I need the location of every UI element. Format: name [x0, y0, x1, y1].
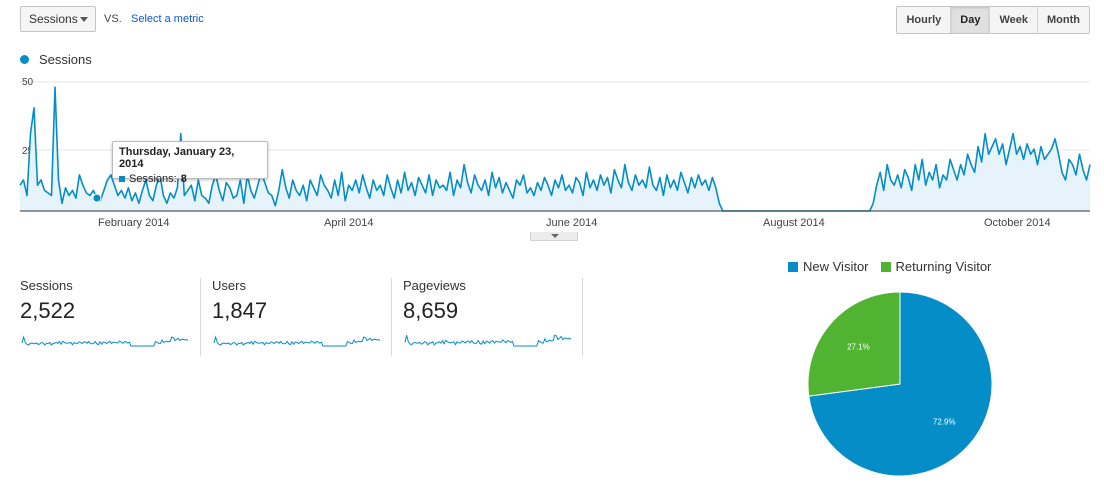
scorecard-label: Sessions [20, 278, 73, 293]
scorecard-value: 8,659 [403, 298, 459, 323]
sparkline-sessions [21, 335, 189, 347]
scorecard-users[interactable]: Users 1,847 [212, 278, 392, 356]
x-tick-apr: April 2014 [324, 217, 374, 229]
scorecard-label: Pageviews [403, 278, 466, 293]
chart-legend[interactable]: Sessions [20, 52, 92, 67]
pie-slice-returning-visitor[interactable] [807, 291, 901, 397]
y-tick-25: 25 [22, 146, 34, 157]
visitor-type-pie-chart[interactable]: 72.9% 27.1% [800, 284, 1000, 484]
chevron-down-icon [551, 234, 559, 238]
pie-label-new-visitor: 72.9% [933, 418, 956, 427]
time-range-group: Hourly Day Week Month [896, 6, 1090, 34]
scorecard-label: Users [212, 278, 246, 293]
hover-point [92, 193, 102, 203]
sessions-line [19, 86, 1091, 212]
series-dot-icon [20, 55, 29, 64]
week-button[interactable]: Week [989, 7, 1038, 33]
legend-label: Sessions [39, 52, 92, 67]
pie-label-returning-visitor: 27.1% [847, 342, 870, 351]
sparkline-users [213, 335, 381, 347]
day-button[interactable]: Day [950, 7, 990, 33]
tooltip-metric: Sessions: [129, 173, 177, 185]
sparkline-pageviews [404, 334, 572, 347]
chart-tooltip: Thursday, January 23, 2014 Sessions: 8 [112, 141, 268, 185]
y-tick-50: 50 [22, 77, 34, 88]
scorecard-value: 1,847 [212, 298, 268, 323]
returning-visitor-swatch-icon [880, 261, 891, 272]
chevron-down-icon [80, 17, 88, 22]
x-tick-feb: February 2014 [98, 217, 170, 229]
tooltip-value: 8 [180, 173, 187, 185]
chart-collapse-toggle[interactable] [530, 232, 578, 241]
x-tick-oct: October 2014 [984, 217, 1051, 229]
scorecard-divider [391, 278, 392, 356]
scorecard-value: 2,522 [20, 298, 76, 323]
select-metric-link[interactable]: Select a metric [131, 13, 204, 25]
legend-returning-visitor[interactable]: Returning Visitor [880, 259, 992, 274]
legend-label: Returning Visitor [895, 259, 992, 274]
legend-new-visitor[interactable]: New Visitor [788, 259, 869, 274]
sessions-line-chart[interactable]: 25 50 February 2014 April 2014 June 2014… [0, 70, 1104, 230]
tooltip-date: Thursday, January 23, 2014 [119, 146, 235, 170]
vs-label: VS. [104, 13, 122, 25]
scorecard-sessions[interactable]: Sessions 2,522 [20, 278, 200, 356]
scorecard-divider [582, 278, 583, 356]
legend-label: New Visitor [803, 259, 869, 274]
x-tick-jun: June 2014 [546, 217, 597, 229]
new-visitor-swatch-icon [788, 261, 798, 272]
month-button[interactable]: Month [1037, 7, 1089, 33]
series-swatch-icon [119, 176, 125, 182]
pie-legend: New Visitor Returning Visitor [788, 259, 1003, 274]
x-tick-aug: August 2014 [763, 217, 825, 229]
sessions-area [20, 87, 1090, 211]
metric-select-label: Sessions [29, 12, 78, 26]
scorecard-pageviews[interactable]: Pageviews 8,659 [403, 278, 583, 356]
scorecard-divider [200, 278, 201, 356]
hourly-button[interactable]: Hourly [897, 7, 951, 33]
metric-select[interactable]: Sessions [20, 6, 96, 32]
